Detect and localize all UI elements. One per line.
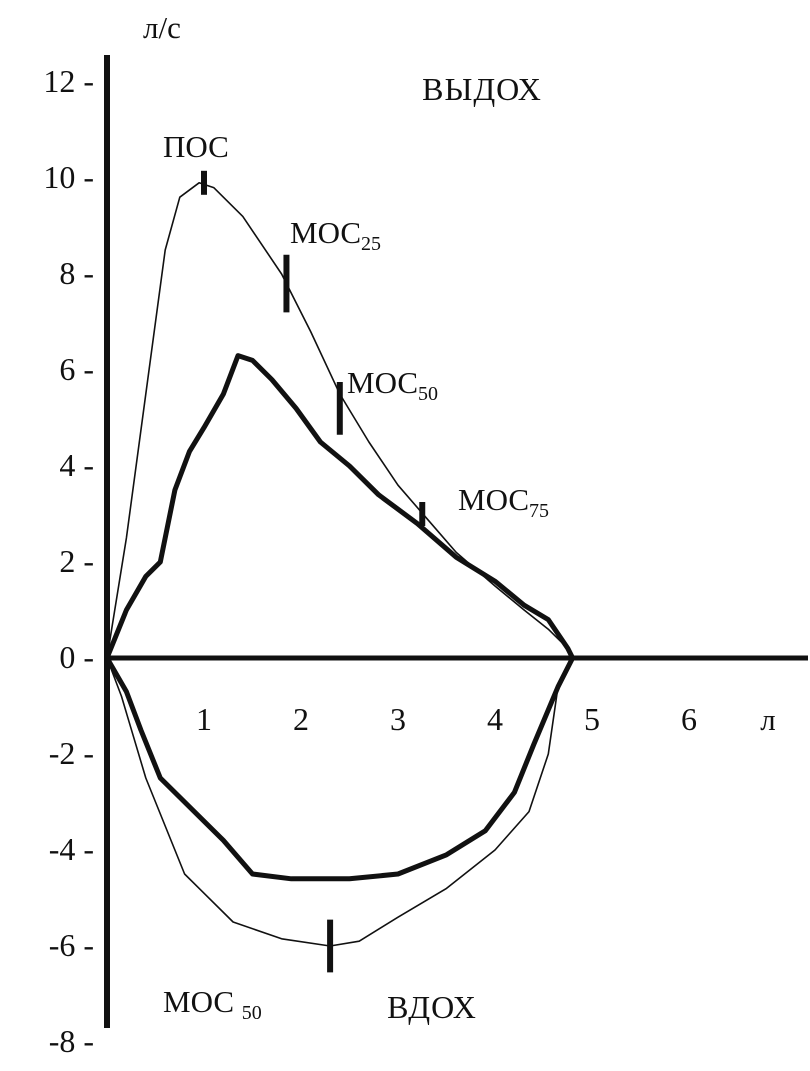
marker-label: МОС50 (347, 365, 438, 405)
markers-layer: ПОС МОС25 МОС50 МОС75 МОС 50 (163, 129, 549, 1024)
y-tick-label: -4 - (49, 831, 94, 867)
axes (104, 55, 808, 1028)
marker-label: МОС 50 (163, 984, 262, 1024)
y-tick-label: 4 - (59, 447, 94, 483)
curve-thick (104, 353, 576, 882)
y-tick-label: 6 - (59, 351, 94, 387)
y-tick-label: 10 - (43, 159, 94, 195)
marker-label: ПОС (163, 129, 229, 164)
x-tick-label: 4 (487, 701, 503, 737)
y-tick-label: -2 - (49, 735, 94, 771)
y-tick-label: 2 - (59, 543, 94, 579)
y-axis-ticks: 12 - 10 - 8 - 6 - 4 - 2 - 0 - -2 - -4 - -6 - -8 - (43, 63, 94, 1059)
marker-label: МОС25 (290, 215, 381, 255)
y-tick-label: 12 - (43, 63, 94, 99)
x-tick-label: 3 (390, 701, 406, 737)
x-tick-label: 5 (584, 701, 600, 737)
y-axis-label: л/с (143, 10, 181, 45)
y-tick-label: 0 - (59, 639, 94, 675)
y-tick-label: 8 - (59, 255, 94, 291)
x-axis-ticks: 1 2 3 4 5 6 (196, 701, 697, 737)
x-tick-label: 2 (293, 701, 309, 737)
region-label-expiration: ВЫДОХ (422, 71, 542, 107)
x-tick-label: 6 (681, 701, 697, 737)
marker-label: МОС75 (458, 482, 549, 522)
x-tick-label: 1 (196, 701, 212, 737)
y-tick-label: -8 - (49, 1023, 94, 1059)
region-label-inspiration: ВДОХ (387, 989, 477, 1025)
x-axis-label: л (760, 702, 775, 737)
y-tick-label: -6 - (49, 927, 94, 963)
